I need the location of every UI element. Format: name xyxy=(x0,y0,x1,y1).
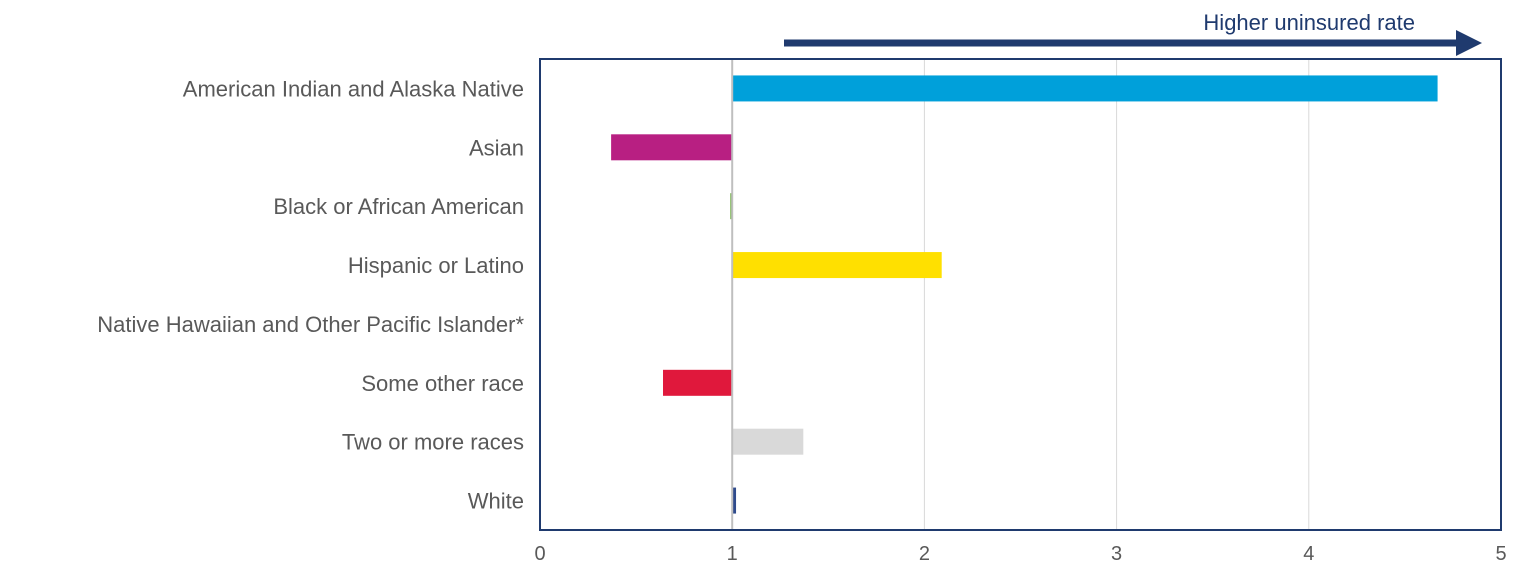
higher-uninsured-arrow: Higher uninsured rate xyxy=(784,10,1482,56)
bars xyxy=(611,75,1438,514)
x-tick-4: 4 xyxy=(1303,543,1314,565)
category-label-3: Hispanic or Latino xyxy=(348,253,524,278)
bar-7 xyxy=(732,487,737,514)
bar-3 xyxy=(732,252,942,279)
gridlines xyxy=(731,59,1310,530)
bar-6 xyxy=(732,428,804,455)
category-labels: American Indian and Alaska Native Asian Bl… xyxy=(97,76,524,513)
category-label-0: American Indian and Alaska Native xyxy=(183,76,524,101)
category-label-6: Two or more races xyxy=(342,430,524,455)
bar-1 xyxy=(611,134,733,161)
x-tick-5: 5 xyxy=(1495,543,1506,565)
category-label-7: White xyxy=(468,489,524,514)
arrow-head-icon xyxy=(1456,30,1482,56)
x-tick-labels: 0 1 2 3 4 5 xyxy=(534,543,1506,565)
x-tick-1: 1 xyxy=(727,543,738,565)
category-label-2: Black or African American xyxy=(273,194,524,219)
x-tick-3: 3 xyxy=(1111,543,1122,565)
arrow-annotation: Higher uninsured rate xyxy=(1203,10,1415,35)
category-label-1: Asian xyxy=(469,135,524,160)
category-label-5: Some other race xyxy=(361,371,524,396)
bar-5 xyxy=(663,369,733,396)
bar-0 xyxy=(732,75,1438,102)
x-tick-2: 2 xyxy=(919,543,930,565)
category-label-4: Native Hawaiian and Other Pacific Island… xyxy=(97,312,524,337)
x-tick-0: 0 xyxy=(534,543,545,565)
plot-frame xyxy=(539,58,1502,531)
